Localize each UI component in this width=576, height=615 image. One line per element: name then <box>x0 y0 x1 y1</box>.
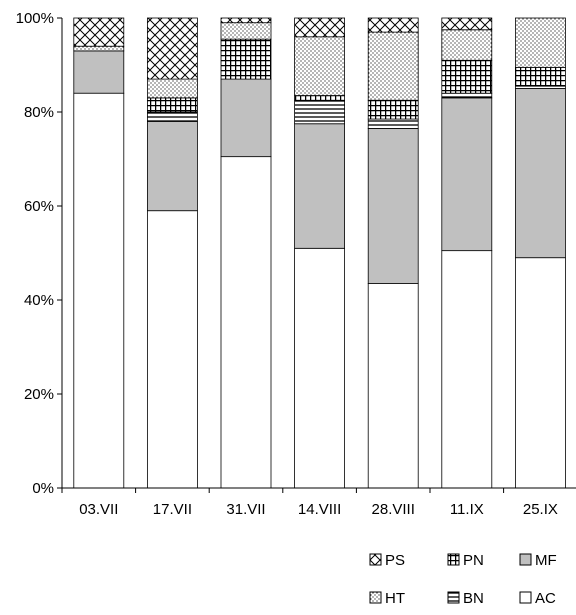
legend-label-mf: MF <box>535 552 557 569</box>
x-tick-label: 31.VII <box>226 501 265 518</box>
legend-label-bn: BN <box>463 590 484 607</box>
x-tick-label: 28.VIII <box>372 501 415 518</box>
bar-segment-ps <box>220 17 272 24</box>
bar-segment-ht <box>441 29 493 61</box>
bar-segment-ps <box>146 17 198 80</box>
bar-segment-pn <box>146 97 198 113</box>
bar-segment-ac <box>220 156 272 489</box>
bar-segment-pn <box>441 59 493 94</box>
y-tick-label: 100% <box>16 10 54 27</box>
bar-segment-ps <box>367 17 419 33</box>
bar-segment-ps <box>73 17 125 47</box>
y-tick-label: 40% <box>24 292 54 309</box>
x-tick-label: 17.VII <box>153 501 192 518</box>
bar-segment-bn <box>367 118 419 129</box>
bar-segment-ps <box>441 17 493 31</box>
legend-label-pn: PN <box>463 552 484 569</box>
legend-swatch-pn <box>447 553 460 566</box>
bar-segment-ps <box>294 17 346 38</box>
bar-segment-ac <box>73 92 125 489</box>
bar-segment-bn <box>441 92 493 99</box>
legend-swatch-ht <box>369 591 382 604</box>
x-tick-label: 11.IX <box>450 501 484 518</box>
bar-segment-bn <box>146 111 198 122</box>
bar-segment-mf <box>73 50 125 94</box>
bar-segment-mf <box>515 88 566 259</box>
x-axis: 03.VII 17.VII 31.VII 14.VIII 28.VIII 11.IX 25.… <box>61 487 576 518</box>
bar-segment-pn <box>220 38 272 80</box>
bar-segment-ac <box>367 283 419 489</box>
bars <box>73 17 566 489</box>
bar-segment-pn <box>515 66 566 87</box>
y-tick-label: 60% <box>24 198 54 215</box>
bar-segment-ac <box>146 210 198 489</box>
bar-segment-mf <box>294 123 346 249</box>
bar-segment-ht <box>220 22 272 40</box>
legend-swatch-ps <box>369 553 382 566</box>
y-tick-label: 80% <box>24 104 54 121</box>
bar-segment-mf <box>441 97 493 252</box>
y-tick-label: 20% <box>24 386 54 403</box>
x-tick-label: 14.VIII <box>298 501 341 518</box>
bar-segment-ht <box>73 45 125 52</box>
bar-segment-mf <box>367 128 419 284</box>
bar-segment-ac <box>441 250 493 489</box>
bar-segment-ht <box>294 36 346 96</box>
bar-segment-pn <box>294 95 346 101</box>
legend-label-ht: HT <box>385 590 405 607</box>
bar-segment-ac <box>294 247 346 489</box>
legend-swatch-ac <box>519 591 532 604</box>
bar-segment-ht <box>146 78 198 99</box>
legend-swatch-bn <box>447 591 460 604</box>
bar-segment-mf <box>146 121 198 212</box>
bar-segment-ht <box>367 31 419 101</box>
legend: PS PN MF HT BN AC <box>369 552 557 607</box>
y-axis: 0% 20% 40% 60% 80% 100% <box>16 10 63 497</box>
bar-segment-pn <box>367 99 419 120</box>
x-tick-label: 25.IX <box>523 501 558 518</box>
bar-segment-bn <box>294 99 346 125</box>
legend-swatch-mf <box>519 553 532 566</box>
x-tick-label: 03.VII <box>79 501 118 518</box>
bar-segment-ac <box>515 257 566 489</box>
legend-label-ac: AC <box>535 590 556 607</box>
bar-segment-mf <box>220 78 272 158</box>
legend-label-ps: PS <box>385 552 405 569</box>
bar-segment-ht <box>515 17 566 68</box>
y-tick-label: 0% <box>32 480 54 497</box>
